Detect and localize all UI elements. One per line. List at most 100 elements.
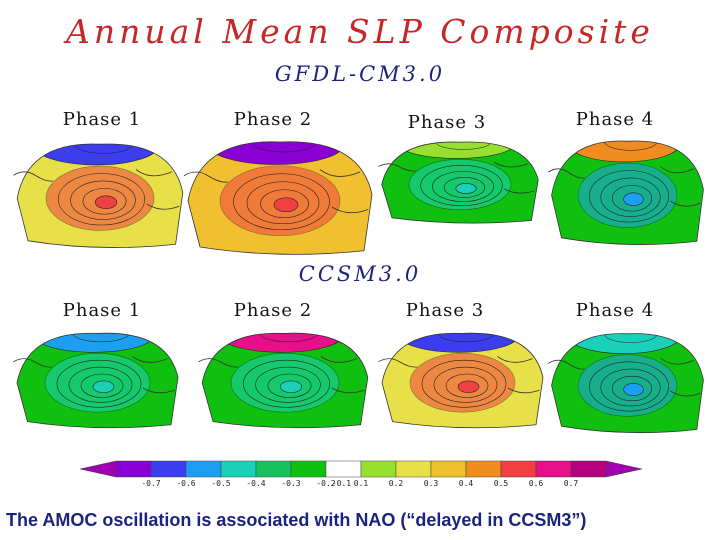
colorbar-swatch [220, 460, 257, 478]
ccsm-phase-2-label: Phase 2 [233, 300, 313, 321]
map-field [551, 140, 704, 245]
colorbar-left-arrow [80, 460, 117, 478]
colorbar-tick-label: 0.3 [423, 479, 439, 488]
contour-ring [589, 170, 669, 223]
ccsm-phase-1-map [13, 332, 179, 429]
contour-ring [420, 165, 503, 206]
colorbar-tick-label: -0.1 [331, 479, 352, 488]
colorbar-swatch [290, 460, 327, 478]
contour-ring [432, 171, 494, 202]
contour-ring [92, 380, 115, 393]
map-outline [16, 143, 184, 248]
map-field [202, 333, 368, 428]
gfdl-phase-3-map [378, 141, 539, 224]
ccsm-phase-3-label: Phase 3 [405, 300, 485, 321]
ccsm-phase-1-label: Phase 1 [62, 300, 142, 321]
contour-ring [94, 195, 118, 209]
colorbar-tick-label: -0.5 [211, 479, 231, 488]
map-outline [551, 140, 704, 245]
map-outline [16, 332, 179, 429]
gfdl-phase-1-label: Phase 1 [62, 109, 142, 130]
ccsm-phase-4-label: Phase 4 [575, 300, 655, 321]
colorbar-tick-label: 0.2 [388, 479, 404, 488]
slide-caption: The AMOC oscillation is associated with … [6, 510, 587, 530]
contour-ring [279, 380, 303, 393]
contour-ring [589, 361, 669, 412]
colorbar-swatch [115, 460, 152, 478]
gfdl-phase-4-label: Phase 4 [575, 109, 655, 130]
model-label-gfdl: GFDL-CM3.0 [274, 62, 446, 86]
colorbar-tick-label: -0.4 [246, 479, 266, 488]
map-field [17, 143, 183, 248]
colorbar-right-arrow [605, 460, 642, 478]
model-label-ccsm: CCSM3.0 [298, 262, 422, 286]
contour-ring [611, 375, 653, 402]
contour-ring [457, 380, 480, 393]
colorbar-tick-label: -0.6 [176, 479, 196, 488]
colorbar-swatch [185, 460, 222, 478]
contour-ring [611, 185, 653, 212]
contour-ring [68, 366, 133, 403]
map-outline [381, 141, 539, 224]
coastline [198, 356, 365, 394]
colorbar-swatch [325, 460, 362, 478]
contour-ring [600, 368, 661, 407]
contour-ring [600, 177, 661, 217]
map-field [382, 333, 543, 428]
colorbar-tick-label: 0.4 [458, 479, 474, 488]
ccsm-phase-4-map [548, 333, 704, 434]
contour-ring [233, 173, 330, 231]
map-field [551, 333, 704, 433]
contour-ring [70, 180, 136, 220]
contour-ring [242, 359, 331, 408]
contour-ring [246, 181, 320, 225]
ccsm-phase-2-map [198, 332, 369, 429]
ccsm-phase-3-map [378, 332, 544, 429]
colorbar-tick-label: 0.1 [353, 479, 369, 488]
colorbar-swatch [360, 460, 397, 478]
contour-ring [623, 383, 644, 396]
contour-ring [57, 173, 146, 226]
colorbar-swatch [395, 460, 432, 478]
contour-ring [443, 177, 486, 198]
contour-ring [421, 359, 507, 408]
contour-ring [433, 366, 498, 403]
colorbar-swatch [150, 460, 187, 478]
gfdl-phase-1-map [13, 143, 184, 248]
contour-ring [273, 197, 299, 213]
contour-ring [82, 188, 127, 215]
colorbar-swatch [570, 460, 607, 478]
colorbar-tick-label: 0.6 [528, 479, 544, 488]
coastline [183, 169, 369, 214]
colorbar-tick-label: -0.2 [316, 479, 336, 488]
coastline [13, 356, 175, 394]
coastline [548, 166, 701, 207]
colorbar [80, 460, 642, 478]
map-field [381, 142, 539, 224]
contour-ring [267, 373, 312, 398]
slide-title: Annual Mean SLP Composite [66, 12, 654, 51]
colorbar-tick-label: 0.5 [493, 479, 509, 488]
colorbar-swatch [465, 460, 502, 478]
colorbar-swatch [500, 460, 537, 478]
contour-ring [623, 192, 644, 206]
colorbar-tick-label: -0.3 [281, 479, 301, 488]
colorbar-tick-label: 0.7 [563, 479, 579, 488]
gfdl-phase-3-label: Phase 3 [407, 112, 487, 133]
colorbar-swatch [430, 460, 467, 478]
gfdl-phase-4-map [548, 140, 704, 245]
coastline [378, 161, 535, 194]
map-field [188, 141, 372, 255]
contour-ring [260, 189, 309, 219]
colorbar-swatch [535, 460, 572, 478]
contour-ring [255, 366, 321, 403]
contour-ring [455, 183, 477, 194]
map-outline [551, 333, 704, 434]
coastline [378, 356, 540, 394]
coastline [13, 169, 180, 210]
map-field [17, 333, 178, 428]
gfdl-phase-2-map [183, 141, 373, 255]
coastline [548, 357, 701, 397]
map-outline [187, 141, 373, 255]
